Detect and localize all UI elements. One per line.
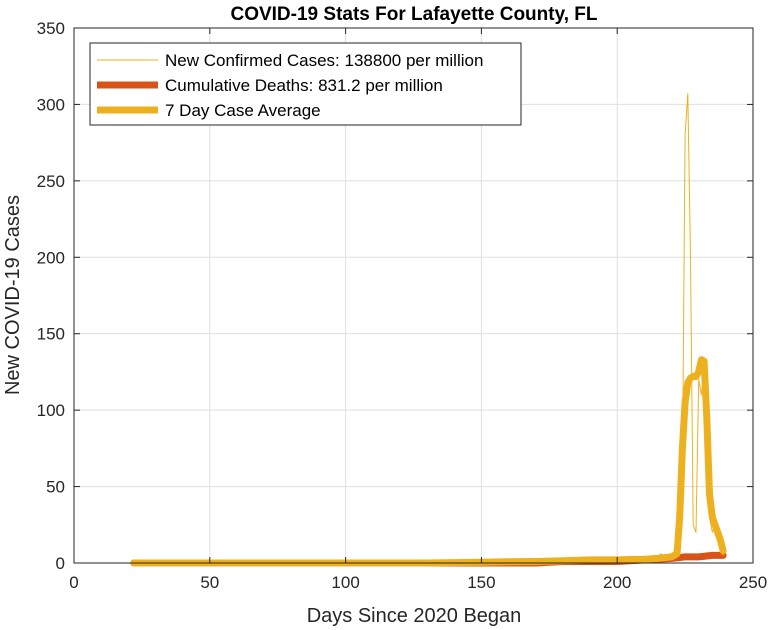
y-tick-label: 300	[37, 95, 65, 114]
y-tick-label: 350	[37, 19, 65, 38]
chart-title: COVID-19 Stats For Lafayette County, FL	[230, 4, 597, 25]
legend-box	[89, 42, 522, 126]
y-tick-label: 100	[37, 401, 65, 420]
y-tick-label: 50	[46, 478, 65, 497]
x-ticks: 0 50 100 150 200 250	[69, 28, 767, 592]
x-tick-label: 100	[331, 573, 359, 592]
x-tick-label: 200	[603, 573, 631, 592]
x-axis-title: Days Since 2020 Began	[307, 605, 522, 627]
axes-box	[73, 27, 754, 564]
x-tick-label: 250	[739, 573, 767, 592]
x-tick-label: 150	[467, 573, 495, 592]
legend: New Confirmed Cases: 138800 per million …	[89, 42, 522, 126]
y-ticks: 0 50 100 150 200 250 300 350	[37, 19, 753, 573]
y-tick-label: 150	[37, 325, 65, 344]
x-tick-label: 0	[69, 573, 78, 592]
legend-label-new-cases: New Confirmed Cases: 138800 per million	[165, 51, 483, 70]
legend-label-deaths: Cumulative Deaths: 831.2 per million	[165, 76, 443, 95]
x-tick-label: 50	[200, 573, 219, 592]
series-line-0	[133, 93, 724, 564]
legend-label-average: 7 Day Case Average	[165, 101, 321, 120]
y-tick-label: 250	[37, 172, 65, 191]
y-tick-label: 0	[56, 554, 65, 573]
y-axis-title: New COVID-19 Cases	[2, 195, 24, 395]
y-tick-label: 200	[37, 248, 65, 267]
